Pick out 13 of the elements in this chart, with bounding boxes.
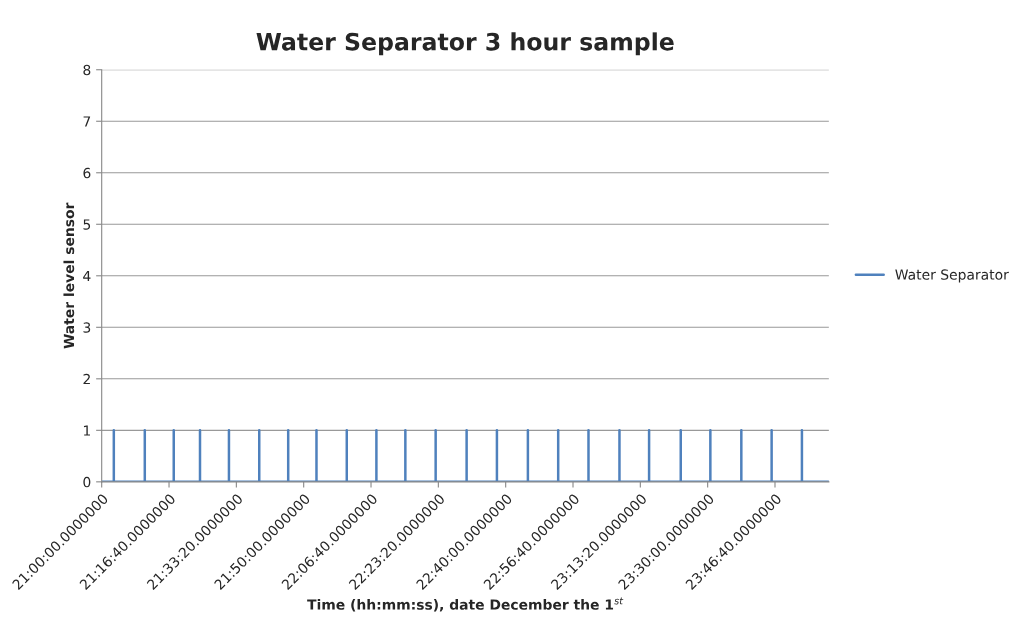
y-tick-label: 3 — [83, 322, 91, 333]
y-axis-title: Water level sensor — [63, 202, 75, 349]
y-tick-label: 2 — [83, 373, 90, 385]
y-tick-label: 5 — [83, 219, 91, 230]
chart-title: Water Separator 3 hour sample — [256, 32, 674, 56]
y-tick-label: 0 — [83, 476, 91, 488]
y-tick-label: 8 — [83, 64, 91, 76]
y-tick-label: 4 — [83, 270, 91, 282]
x-axis-title: Time (hh:mm:ss), date December the 1$^{st}$ — [307, 597, 624, 612]
y-tick-label: 1 — [83, 425, 90, 436]
y-tick-label: 6 — [83, 167, 91, 179]
legend-label: Water Separator — [895, 269, 1009, 283]
y-tick-label: 7 — [83, 116, 91, 127]
